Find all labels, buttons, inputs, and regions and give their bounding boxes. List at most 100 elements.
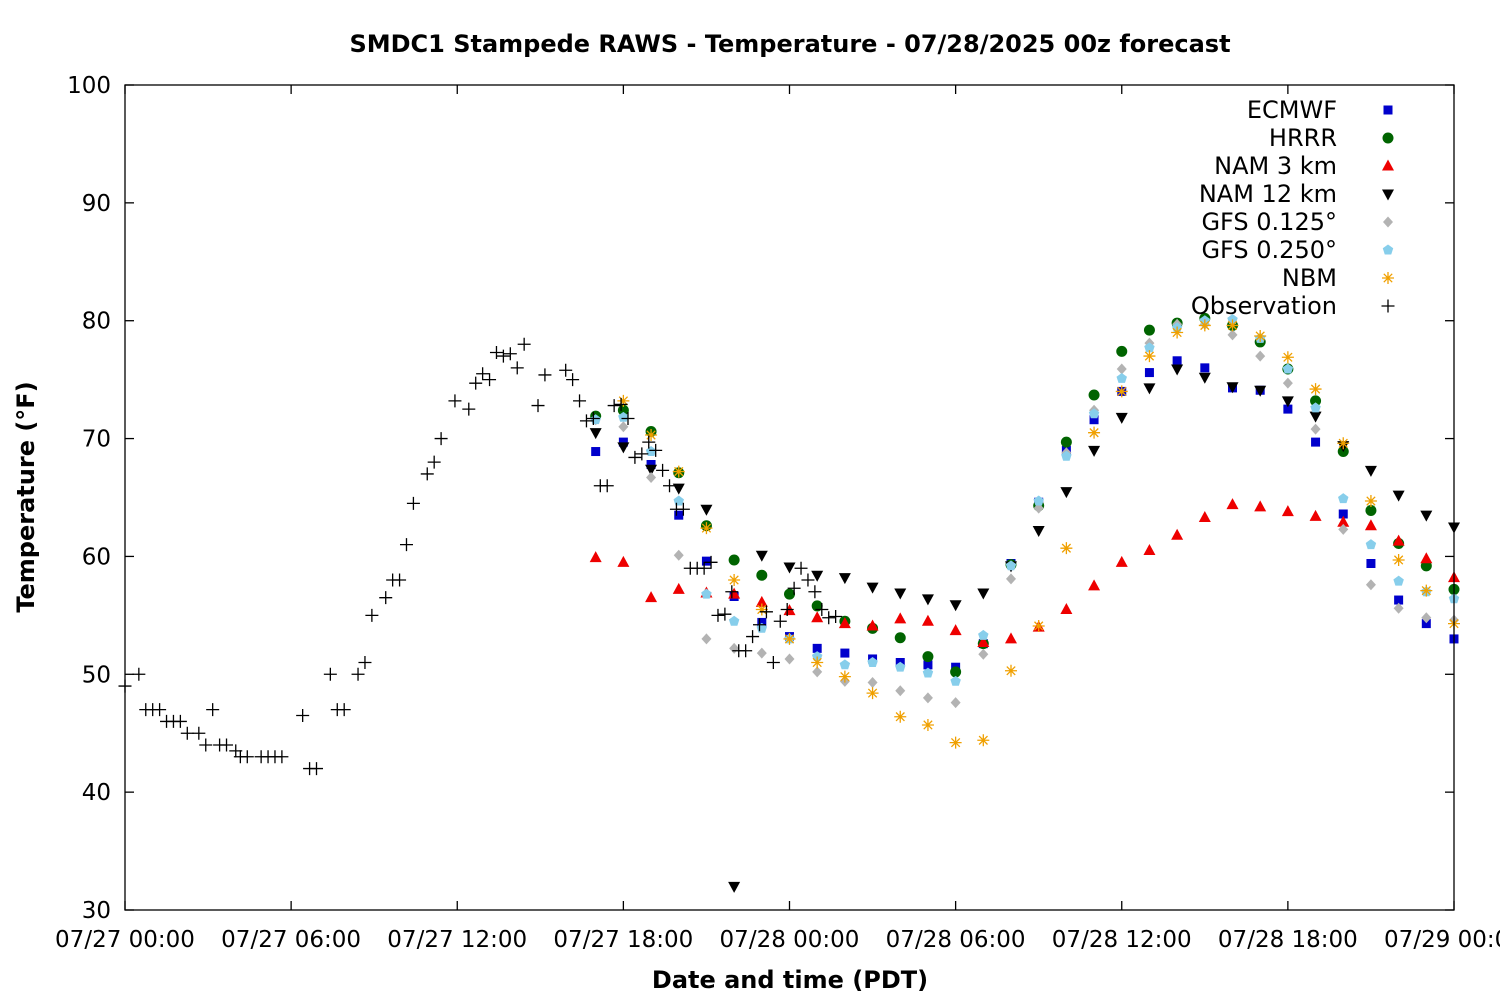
legend-marker: [1382, 159, 1394, 171]
data-point: [1282, 363, 1294, 374]
data-point: [1116, 363, 1127, 375]
data-point: [718, 607, 732, 621]
data-point: [206, 703, 220, 717]
data-point: [1060, 602, 1073, 614]
data-point: [1254, 330, 1267, 343]
data-point: [1198, 319, 1211, 332]
series-nam-3-km: [589, 498, 1460, 647]
data-point: [1088, 426, 1101, 439]
data-point: [922, 651, 934, 663]
data-point: [1309, 411, 1322, 423]
data-point: [1420, 510, 1433, 522]
data-point: [811, 651, 823, 662]
data-point: [1364, 495, 1377, 508]
data-point: [1032, 619, 1045, 632]
data-point: [783, 562, 796, 574]
data-point: [618, 411, 629, 422]
data-point: [1060, 542, 1073, 555]
data-point: [1005, 664, 1017, 677]
data-point: [1116, 345, 1128, 357]
data-point: [1392, 490, 1405, 502]
data-point: [1227, 314, 1238, 324]
data-point: [676, 502, 690, 516]
data-point: [1198, 511, 1211, 523]
data-point: [1254, 385, 1267, 397]
data-point: [922, 667, 934, 678]
legend-marker: [1382, 272, 1394, 284]
data-point: [1115, 555, 1128, 567]
data-point: [358, 656, 372, 669]
data-point: [783, 632, 796, 645]
data-point: [1171, 528, 1184, 540]
x-tick-label: 07/27 00:00: [55, 927, 195, 953]
data-point: [1088, 408, 1100, 419]
data-point: [573, 394, 587, 408]
data-point: [1393, 602, 1404, 614]
data-point: [351, 667, 365, 681]
data-point: [700, 504, 713, 516]
legend-marker: [1382, 189, 1394, 201]
data-point: [894, 632, 906, 644]
data-point: [756, 647, 767, 659]
data-point: [192, 726, 206, 740]
data-point: [1421, 612, 1432, 624]
data-point: [496, 349, 510, 363]
data-point: [607, 399, 621, 413]
data-point: [838, 617, 851, 629]
data-point: [895, 661, 906, 672]
data-point: [1392, 534, 1405, 546]
data-point: [701, 633, 712, 645]
data-point: [711, 608, 725, 622]
data-point: [1394, 595, 1404, 605]
data-point: [978, 648, 989, 660]
y-tick-label: 100: [67, 73, 111, 99]
legend-label: ECMWF: [1247, 96, 1337, 124]
data-point: [1310, 395, 1322, 407]
data-point: [746, 630, 760, 644]
data-point: [894, 588, 907, 600]
data-point: [753, 618, 767, 632]
series-nam-12-km: [589, 364, 1460, 893]
data-point: [628, 450, 642, 464]
data-point: [673, 495, 684, 506]
data-point: [173, 714, 187, 728]
x-tick-label: 07/27 06:00: [221, 927, 361, 953]
data-point: [729, 642, 740, 654]
data-point: [949, 736, 962, 749]
data-point: [1364, 519, 1377, 531]
data-point: [977, 734, 990, 747]
data-point: [949, 624, 962, 636]
data-point: [812, 666, 823, 678]
data-point: [673, 549, 684, 561]
data-point: [589, 428, 602, 440]
legend-label: NBM: [1282, 264, 1337, 292]
data-point: [379, 591, 393, 605]
data-point: [867, 677, 878, 689]
data-point: [1281, 396, 1294, 408]
data-point: [1310, 423, 1321, 435]
data-point: [559, 363, 573, 377]
data-point: [867, 657, 878, 667]
data-point: [922, 692, 933, 704]
data-point: [1392, 553, 1405, 566]
data-point: [1283, 404, 1293, 414]
data-point: [517, 337, 531, 351]
x-tick-label: 07/27 12:00: [387, 927, 527, 953]
data-point: [950, 666, 962, 678]
legend-item-ecmwf: ECMWF: [1247, 96, 1393, 124]
data-point: [483, 373, 497, 387]
data-point: [977, 635, 990, 647]
data-point: [1089, 415, 1099, 425]
legend-item-gfs-0-250: GFS 0.250°: [1201, 236, 1394, 264]
data-point: [766, 656, 780, 669]
y-tick-label: 60: [82, 544, 111, 570]
data-point: [663, 479, 677, 493]
data-point: [1171, 326, 1184, 339]
y-tick-label: 40: [82, 780, 111, 806]
data-point: [838, 670, 851, 683]
data-point: [240, 750, 254, 764]
data-point: [808, 585, 822, 599]
data-point: [921, 718, 934, 731]
data-point: [866, 687, 879, 700]
data-point: [1172, 356, 1182, 366]
